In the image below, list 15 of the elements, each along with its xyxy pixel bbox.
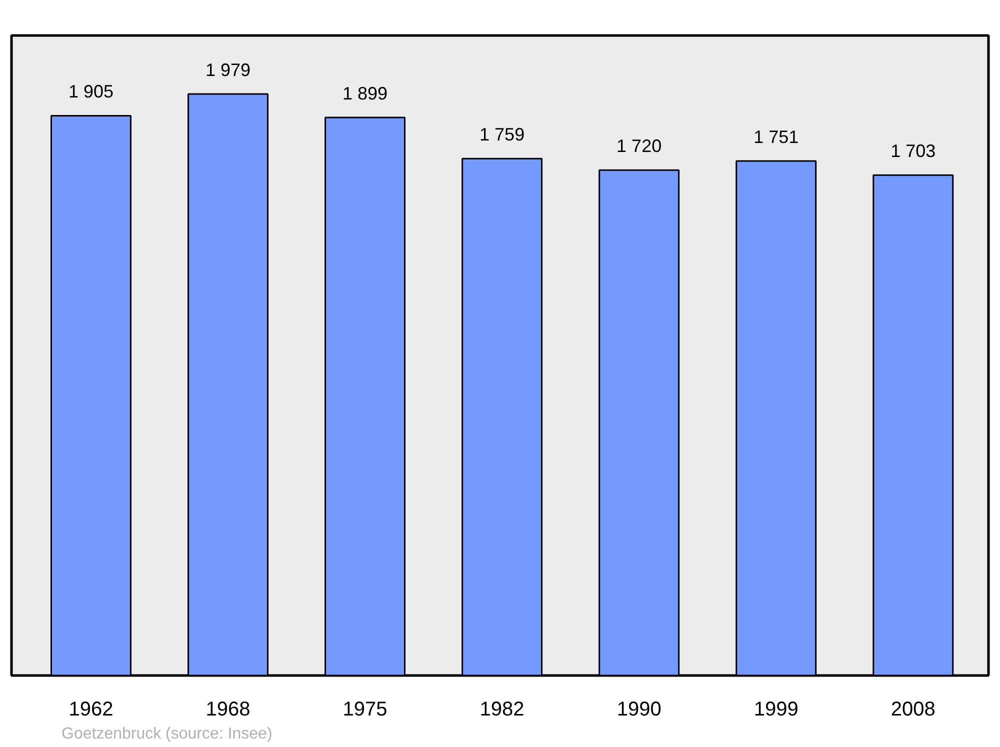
x-tick-label: 1962: [68, 698, 114, 720]
data-label: 1 759: [480, 124, 525, 145]
x-tick-label: 1982: [480, 698, 524, 720]
text: Goetzenbruck (source: Insee): [62, 726, 272, 742]
data-label: 1 720: [616, 136, 662, 156]
x-tick-label: 1968: [206, 698, 250, 720]
data-label: 1 751: [754, 126, 799, 147]
x-tick-label: 1975: [342, 698, 388, 720]
data-label: 1 703: [890, 141, 936, 162]
x-tick-label: 1990: [616, 698, 662, 720]
data-label: 1 905: [68, 82, 114, 102]
data-label: 1 899: [342, 83, 388, 104]
x-tick-label: 1999: [754, 698, 798, 720]
x-tick-label: 2008: [890, 698, 936, 720]
data-label: 1 979: [205, 60, 251, 80]
